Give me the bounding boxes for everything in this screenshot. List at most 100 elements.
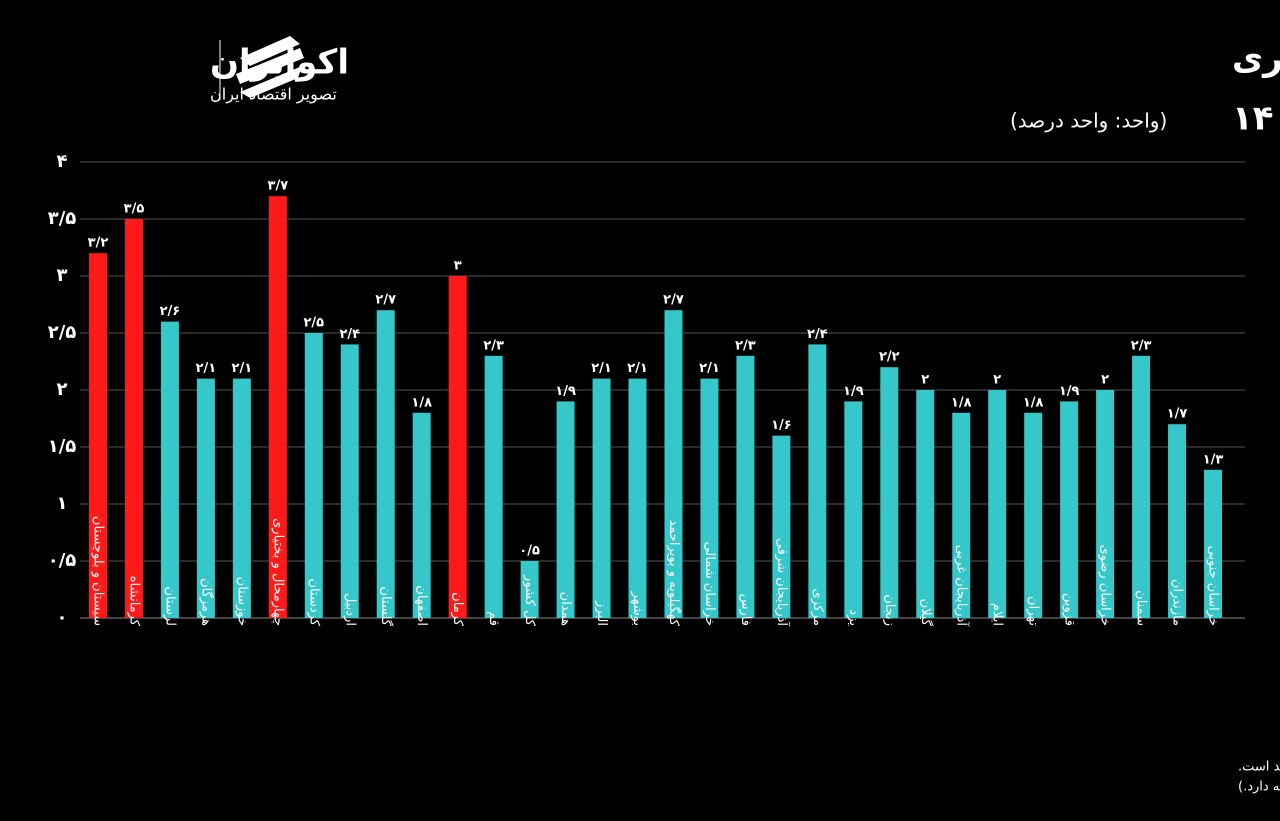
y-tick-label: ۴ — [57, 151, 68, 172]
bar — [1132, 355, 1151, 618]
bar — [772, 435, 791, 618]
x-tick-label: خراسان جنوبی — [1206, 546, 1221, 626]
y-tick-label: ۰ — [57, 607, 68, 628]
bar — [916, 390, 935, 618]
value-label: ۲/۱ — [196, 361, 217, 376]
bar — [844, 401, 863, 618]
value-label: ۲/۶ — [160, 304, 181, 319]
value-label: ۱/۷ — [1167, 407, 1188, 422]
value-label: ۱/۸ — [951, 395, 972, 410]
x-tick-label: سیستان و بلوچستان — [90, 516, 105, 626]
x-tick-label: گلستان — [378, 586, 394, 626]
bar — [484, 355, 503, 618]
value-label: ۲/۳ — [735, 338, 756, 353]
brand-tagline: تصویر اقتصاد ایران — [210, 85, 337, 105]
y-tick-label: ۰/۵ — [48, 550, 77, 571]
footnote: (برای مثال، فاصله بین حد بالا و حد پایین… — [1238, 760, 1280, 775]
x-tick-label: زنجان — [882, 594, 897, 626]
x-tick-label: خوزستان — [234, 577, 249, 626]
bar — [664, 310, 683, 618]
value-label: ۱/۹ — [1059, 384, 1080, 399]
y-tick-label: ۱ — [57, 493, 68, 514]
bar — [196, 378, 215, 618]
x-tick-label: آذربایجان غربی — [954, 545, 971, 628]
bar — [628, 378, 647, 618]
bar — [988, 390, 1007, 618]
x-tick-label: خراسان شمالی — [702, 541, 717, 626]
x-tick-label: ایلام — [990, 603, 1005, 626]
x-tick-label: چهارمحال و بختیاری — [270, 518, 285, 626]
value-label: ۲/۵ — [303, 316, 324, 331]
value-label: ۲/۴ — [339, 327, 360, 342]
value-label: ۲/۴ — [807, 327, 828, 342]
y-tick-label: ۳/۵ — [48, 208, 77, 229]
x-tick-label: کل کشور — [522, 574, 537, 627]
bar — [736, 355, 755, 618]
bar — [232, 378, 251, 618]
bar — [376, 310, 395, 618]
unit-note: (واحد: واحد درصد) — [1010, 109, 1167, 133]
bar — [952, 412, 971, 618]
x-tick-label: یزد — [846, 609, 861, 626]
value-label: ۲/۳ — [483, 338, 504, 353]
value-label: ۲/۷ — [375, 293, 396, 308]
x-tick-label: هرمزگان — [198, 578, 214, 626]
bar — [880, 367, 899, 618]
value-label: ۲ — [1101, 373, 1109, 388]
x-tick-label: خراسان رضوی — [1098, 544, 1113, 626]
value-label: ۳/۵ — [124, 202, 145, 217]
value-label: ۲/۳ — [1131, 338, 1152, 353]
y-tick-label: ۲ — [57, 379, 68, 400]
bar — [340, 344, 359, 618]
value-label: ۱/۹ — [843, 384, 864, 399]
x-tick-label: لرستان — [162, 587, 177, 626]
x-tick-label: سمنان — [1134, 590, 1149, 626]
x-tick-label: کهگیلویه و بویراحمد — [666, 519, 682, 626]
value-label: ۰/۵ — [519, 544, 540, 559]
x-tick-label: مازندران — [1170, 579, 1185, 626]
x-tick-label: آذربایجان شرقی — [774, 538, 791, 627]
y-tick-label: ۱/۵ — [48, 436, 77, 457]
bar — [1060, 401, 1079, 618]
x-tick-label: همدان — [558, 592, 573, 626]
bar — [520, 561, 539, 618]
value-label: ۲/۷ — [663, 293, 684, 308]
bar — [268, 196, 287, 618]
x-tick-label: البرز — [594, 600, 609, 626]
x-tick-label: تهران — [1026, 596, 1041, 626]
footnote: یعنی بالاترین نرخ بیکاری احتمالی این است… — [1238, 780, 1280, 795]
bar — [1096, 390, 1115, 618]
value-label: ۲ — [921, 373, 929, 388]
value-label: ۲/۲ — [879, 350, 900, 365]
value-label: ۳/۲ — [88, 236, 109, 251]
x-tick-label: فارس — [738, 594, 753, 626]
x-tick-label: کرمانشاه — [126, 576, 141, 627]
bar — [700, 378, 719, 618]
value-label: ۱/۳ — [1203, 452, 1224, 467]
x-tick-label: اردبیل — [342, 593, 357, 626]
chart-title: فاصله‌ی بین حد بالا و حد پایین نرخ بیکار… — [1232, 39, 1280, 79]
bar — [88, 253, 107, 618]
value-label: ۲/۱ — [627, 361, 648, 376]
y-tick-label: ۲/۵ — [48, 322, 77, 343]
value-label: ۱/۶ — [771, 418, 792, 433]
value-label: ۱/۸ — [411, 395, 432, 410]
bar — [808, 344, 827, 618]
x-tick-label: قزوین — [1062, 593, 1077, 626]
x-tick-label: مرکزی — [810, 588, 825, 626]
value-label: ۲/۱ — [699, 361, 720, 376]
x-tick-label: کردستان — [306, 579, 321, 627]
bar — [412, 412, 431, 618]
bar — [304, 333, 323, 618]
value-label: ۲ — [993, 373, 1001, 388]
bar — [160, 321, 179, 618]
x-tick-label: قم — [486, 611, 501, 626]
bar — [1168, 424, 1187, 618]
bar — [1204, 469, 1223, 618]
bar — [556, 401, 575, 618]
value-label: ۳/۷ — [268, 179, 289, 194]
chart-subtitle: در سال ۱۴۰۲ — [1232, 99, 1280, 139]
bar — [124, 219, 143, 618]
